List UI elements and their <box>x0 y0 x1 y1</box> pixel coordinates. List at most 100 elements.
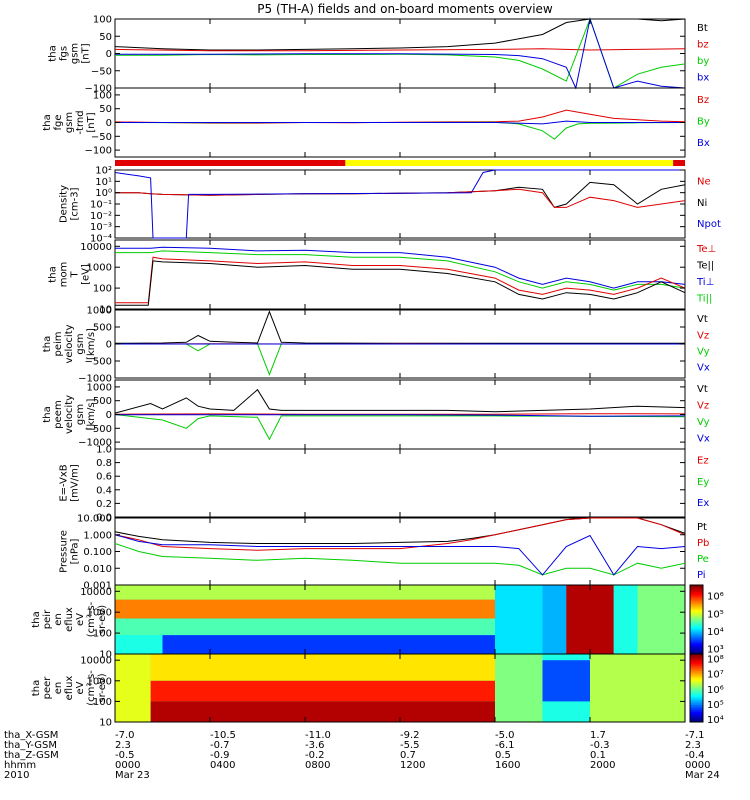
colorbar-tick-label: 10⁶ <box>707 592 724 603</box>
colorbar-cell <box>690 657 703 660</box>
series-line-Vx <box>115 414 686 417</box>
colorbar-cell <box>690 706 703 709</box>
footer-row-label: tha_Z-GSM <box>4 750 59 761</box>
y-axis-label-line: [nT] <box>86 112 97 132</box>
y-tick-label: 0 <box>106 118 112 129</box>
colorbar-cell <box>690 679 703 682</box>
legend-entry-Bt: Bt <box>697 23 708 34</box>
colorbar-cell <box>690 688 703 691</box>
colorbar-cell <box>690 633 703 636</box>
y-axis-label-line: eflux <box>64 676 75 701</box>
colorbar-tick-label: 10³ <box>707 645 724 656</box>
y-axis-label: Pressure[nPa] <box>59 530 81 573</box>
colorbar-cell <box>690 614 703 617</box>
footer-row-label: hhmm <box>4 760 36 771</box>
y-tick-label: 10⁰ <box>95 188 112 199</box>
y-axis-label-line: T <box>70 271 81 279</box>
panel-mom: 10000 1000 100 10 thamomT[eV] Te⊥ Te|| Ti⊥ Ti|| <box>48 239 716 316</box>
y-axis-label-line: eflux <box>64 607 75 632</box>
colorbar-cell <box>690 628 703 631</box>
footer-value: 2.3 <box>115 740 131 751</box>
series-line-By <box>114 121 686 140</box>
y-tick-label: 1000 <box>87 676 112 687</box>
legend-entry-Vz: Vz <box>697 330 709 341</box>
spectrogram-cell <box>590 654 685 722</box>
y-axis-label: thapeemvelocitygsm[km/s] <box>42 395 97 434</box>
panel-peem: 1000 500 0 −500 −1000 thapeemvelocitygsm[km/s… <box>42 379 710 450</box>
colorbar-cell <box>690 610 703 614</box>
y-axis-label: thapeimvelocitygsm[km/s] <box>42 324 97 363</box>
y-tick-label: 0.8 <box>96 458 112 469</box>
colorbar-cell <box>690 591 703 595</box>
spectrogram-cell <box>542 660 590 702</box>
series-line-Vy <box>114 414 686 441</box>
legend-entry-Ey: Ey <box>697 477 709 488</box>
footer-value: -7.1 <box>685 730 705 741</box>
legend-entry-Pt: Pt <box>697 522 707 533</box>
y-axis-label-line: [eV] <box>81 264 92 285</box>
y-axis-label-line: tha <box>42 406 53 422</box>
footer-row-label: 2010 <box>4 770 29 781</box>
colorbar-tick-label: 10⁷ <box>707 670 724 681</box>
footer-value: -0.3 <box>590 740 610 751</box>
colorbar-cell <box>690 711 703 714</box>
colorbar-cell <box>690 647 703 650</box>
spectrogram-cell <box>566 585 614 654</box>
colorbar-tick-label: 10⁴ <box>707 715 724 726</box>
panel-peer: 10000 1000 100 10 thapeerenefluxeV(cm²-s-sr-… <box>31 653 724 729</box>
y-axis-label-line: [mV/m] <box>70 464 81 502</box>
colorbar-cell <box>690 607 703 610</box>
y-axis-label-line: fge <box>53 114 64 130</box>
status-segment <box>115 160 346 166</box>
y-tick-label: 0.100 <box>83 547 112 558</box>
y-axis-label-line: gsm <box>75 333 86 354</box>
y-axis-label-line: (cm²-s- <box>86 601 97 637</box>
footer-value: 2.3 <box>685 740 701 751</box>
footer-value: 2000 <box>590 760 615 771</box>
series-line-Bz <box>114 109 686 124</box>
footer-value: 0.7 <box>400 750 416 761</box>
footer-value: -11.0 <box>305 730 331 741</box>
y-tick-label: 100 <box>93 15 112 26</box>
footer-value: 0.1 <box>590 750 606 761</box>
spectrogram-cell <box>115 618 495 636</box>
colorbar-cell <box>690 643 703 646</box>
colorbar-cell <box>690 681 703 684</box>
colorbar-tick-label: 10⁴ <box>707 627 724 638</box>
series-line-bz <box>114 48 686 52</box>
y-axis-label: thamomT[eV] <box>48 262 92 288</box>
colorbar-tick-label: 10⁸ <box>707 655 724 666</box>
y-tick-label: 1000 <box>87 263 112 274</box>
colorbar-cell <box>690 691 703 694</box>
panel-frame <box>114 448 686 518</box>
y-axis-label-line: eV <box>75 613 86 626</box>
legend-entry-Ne: Ne <box>697 177 711 188</box>
y-axis-label-line: gsm <box>64 112 75 133</box>
panel-peim: 1000 500 0 −500 −1000 thapeimvelocitygsm[km/s… <box>42 306 710 385</box>
footer-value: 0800 <box>305 760 330 771</box>
y-axis-label: thafgegsm-trnd[nT] <box>42 110 97 134</box>
y-tick-label: 0.6 <box>96 472 112 483</box>
colorbar-cell <box>690 693 703 696</box>
colorbar-cell <box>690 718 703 721</box>
legend-entry-Ti||: Ti|| <box>696 294 712 305</box>
colorbar-cell <box>690 638 703 641</box>
colorbar-tick-label: 10⁵ <box>707 609 724 620</box>
spectrogram-cell <box>150 654 495 681</box>
y-axis-label-line: en <box>53 613 64 626</box>
y-tick-label: 500 <box>93 396 112 407</box>
y-tick-label: 0 <box>106 49 112 60</box>
panel-status <box>115 160 685 166</box>
legend-entry-Pb: Pb <box>697 538 709 549</box>
y-axis-label-line: sr-eV) <box>97 673 108 702</box>
colorbar-cell <box>690 682 703 686</box>
y-tick-label: 100 <box>93 629 112 640</box>
colorbar-cell <box>690 609 703 612</box>
colorbar-cell <box>690 667 703 670</box>
y-tick-label: 1.000 <box>83 530 112 541</box>
spectrogram-cell <box>150 701 495 722</box>
legend-entry-Vx: Vx <box>697 434 710 445</box>
y-tick-label: 0.2 <box>96 499 112 510</box>
colorbar-cell <box>690 674 703 677</box>
legend-entry-Vt: Vt <box>697 384 708 395</box>
